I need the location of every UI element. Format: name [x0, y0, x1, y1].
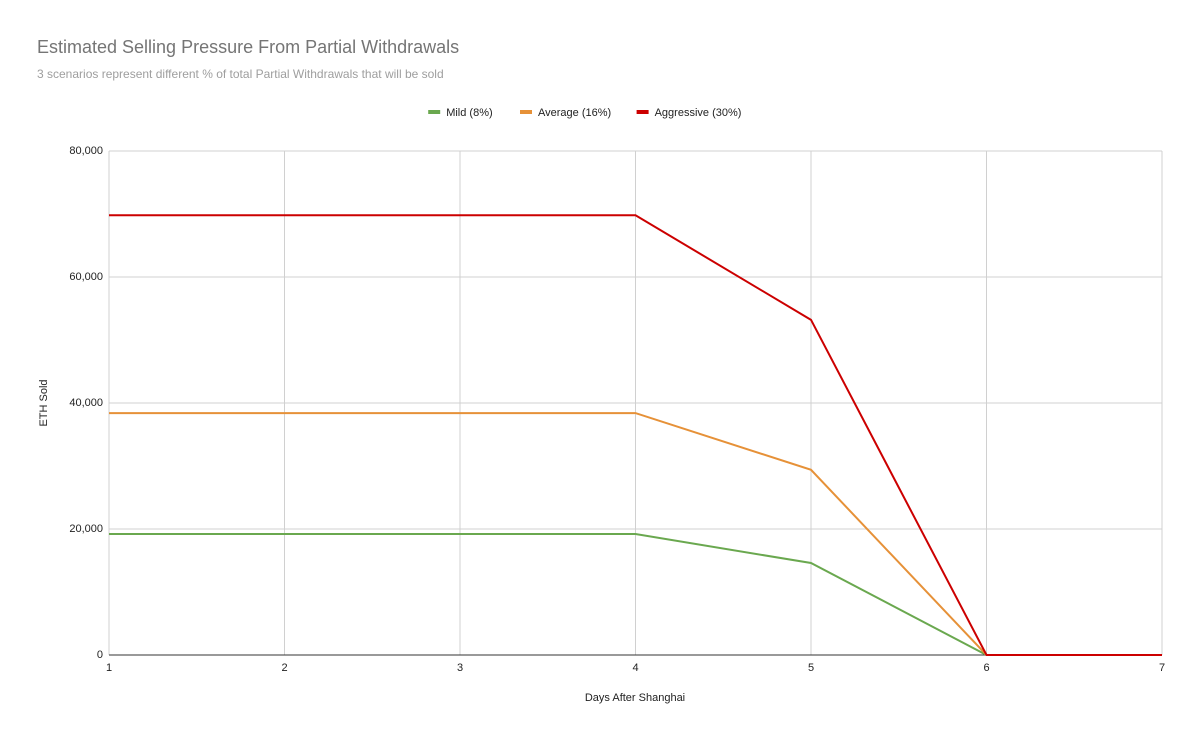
y-tick-label: 40,000 [69, 397, 103, 409]
legend-swatch [520, 110, 532, 114]
x-tick-label: 3 [457, 662, 463, 674]
y-tick-label: 80,000 [69, 145, 103, 157]
x-tick-label: 4 [632, 662, 638, 674]
x-tick-label: 6 [983, 662, 989, 674]
x-axis-title: Days After Shanghai [585, 692, 685, 704]
chart-subtitle: 3 scenarios represent different % of tot… [37, 67, 444, 81]
x-tick-label: 1 [106, 662, 112, 674]
legend-label: Aggressive (30%) [655, 107, 742, 119]
y-tick-label: 0 [97, 649, 103, 661]
chart-title: Estimated Selling Pressure From Partial … [37, 37, 459, 57]
legend-label: Mild (8%) [446, 107, 492, 119]
x-tick-label: 2 [281, 662, 287, 674]
y-tick-label: 60,000 [69, 271, 103, 283]
legend-label: Average (16%) [538, 107, 611, 119]
x-tick-label: 5 [808, 662, 814, 674]
y-tick-label: 20,000 [69, 523, 103, 535]
legend-swatch [428, 110, 441, 114]
legend-swatch [636, 110, 649, 114]
series-line [109, 214, 1162, 656]
x-tick-label: 7 [1159, 662, 1165, 674]
y-axis-title: ETH Sold [38, 379, 50, 426]
